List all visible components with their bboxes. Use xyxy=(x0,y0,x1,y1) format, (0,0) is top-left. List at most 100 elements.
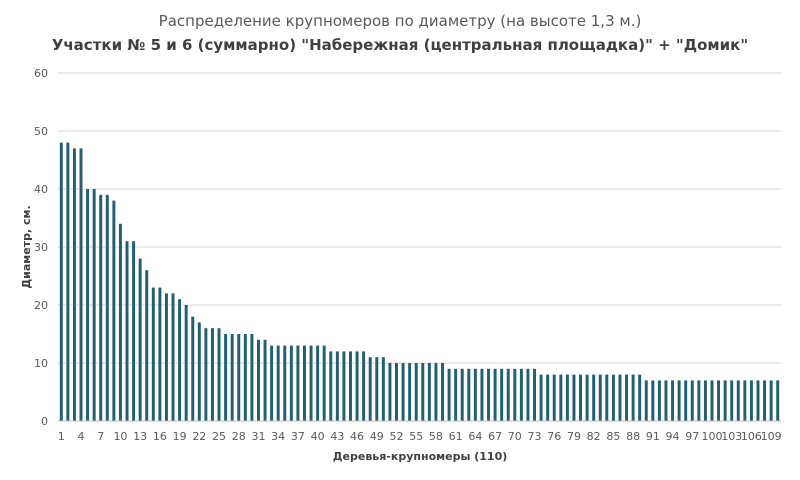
chart-subtitle: Участки № 5 и 6 (суммарно) "Набережная (… xyxy=(52,36,748,54)
y-tick-label: 30 xyxy=(34,241,48,254)
bar xyxy=(237,334,241,421)
x-tick-label: 4 xyxy=(78,430,85,443)
bar xyxy=(434,363,438,421)
bar xyxy=(66,142,70,421)
bar xyxy=(368,357,372,421)
x-tick-label: 13 xyxy=(133,430,147,443)
bar xyxy=(677,380,681,421)
x-tick-label: 61 xyxy=(449,430,463,443)
bar xyxy=(184,305,188,421)
x-tick-label: 70 xyxy=(508,430,522,443)
bar xyxy=(408,363,412,421)
x-tick-label: 16 xyxy=(153,430,167,443)
bar xyxy=(631,374,635,421)
bar xyxy=(414,363,418,421)
y-tick-label: 10 xyxy=(34,357,48,370)
bar xyxy=(421,363,425,421)
x-tick-label: 25 xyxy=(212,430,226,443)
bar xyxy=(316,345,320,421)
x-tick-label: 34 xyxy=(271,430,285,443)
bar xyxy=(454,368,458,421)
x-tick-label: 22 xyxy=(192,430,206,443)
bar xyxy=(506,368,510,421)
bar xyxy=(559,374,563,421)
bar xyxy=(513,368,517,421)
x-tick-label: 46 xyxy=(350,430,364,443)
bar xyxy=(217,328,221,421)
x-tick-label: 40 xyxy=(311,430,325,443)
bar xyxy=(592,374,596,421)
bar xyxy=(598,374,602,421)
bar xyxy=(388,363,392,421)
bar xyxy=(289,345,293,421)
x-tick-label: 103 xyxy=(721,430,742,443)
bar xyxy=(749,380,753,421)
bar xyxy=(132,241,136,421)
bar xyxy=(250,334,254,421)
bar xyxy=(138,258,142,421)
y-tick-label: 50 xyxy=(34,125,48,138)
bar xyxy=(263,339,267,421)
bar xyxy=(86,189,90,421)
bar xyxy=(112,200,116,421)
bar xyxy=(362,351,366,421)
bar xyxy=(539,374,543,421)
bar xyxy=(651,380,655,421)
x-tick-label: 52 xyxy=(389,430,403,443)
bar xyxy=(309,345,313,421)
x-tick-label: 31 xyxy=(251,430,265,443)
x-tick-label: 82 xyxy=(587,430,601,443)
x-tick-label: 97 xyxy=(685,430,699,443)
x-tick-label: 109 xyxy=(761,430,782,443)
x-tick-label: 88 xyxy=(626,430,640,443)
bar xyxy=(230,334,234,421)
bar xyxy=(270,345,274,421)
x-tick-label: 73 xyxy=(528,430,542,443)
bar xyxy=(256,339,260,421)
bar xyxy=(145,270,149,421)
x-tick-label: 67 xyxy=(488,430,502,443)
bar xyxy=(618,374,622,421)
bar xyxy=(427,363,431,421)
bar xyxy=(447,368,451,421)
bar xyxy=(690,380,694,421)
x-tick-label: 10 xyxy=(113,430,127,443)
bar xyxy=(493,368,497,421)
x-tick-label: 106 xyxy=(741,430,762,443)
bar xyxy=(79,148,83,421)
bar xyxy=(546,374,550,421)
bar xyxy=(125,241,129,421)
bar xyxy=(703,380,707,421)
bar xyxy=(756,380,760,421)
bar xyxy=(276,345,280,421)
bar xyxy=(585,374,589,421)
bar xyxy=(730,380,734,421)
bar xyxy=(355,351,359,421)
bar xyxy=(565,374,569,421)
bar xyxy=(717,380,721,421)
x-tick-label: 28 xyxy=(232,430,246,443)
bar xyxy=(526,368,530,421)
x-axis-label: Деревья-крупномеры (110) xyxy=(333,450,508,463)
x-tick-label: 85 xyxy=(606,430,620,443)
bar xyxy=(441,363,444,421)
bar xyxy=(710,380,714,421)
x-axis-ticks: 1 4 7 10 13 16 19 22 25 28 31 34 37 40 43 46 49 52 55 58 61 6… xyxy=(58,430,782,443)
bar xyxy=(296,345,300,421)
bar xyxy=(92,189,96,421)
bar xyxy=(480,368,484,421)
bar xyxy=(197,322,201,421)
bar xyxy=(204,328,208,421)
x-tick-label: 49 xyxy=(370,430,384,443)
bar xyxy=(59,142,63,421)
y-tick-label: 40 xyxy=(34,183,48,196)
bar xyxy=(572,374,576,421)
bar xyxy=(460,368,464,421)
bar xyxy=(743,380,747,421)
y-axis-ticks: 0 10 20 30 40 50 60 xyxy=(34,67,48,428)
bar xyxy=(736,380,740,421)
bar xyxy=(776,380,780,421)
x-tick-label: 1 xyxy=(58,430,65,443)
x-tick-label: 58 xyxy=(429,430,443,443)
